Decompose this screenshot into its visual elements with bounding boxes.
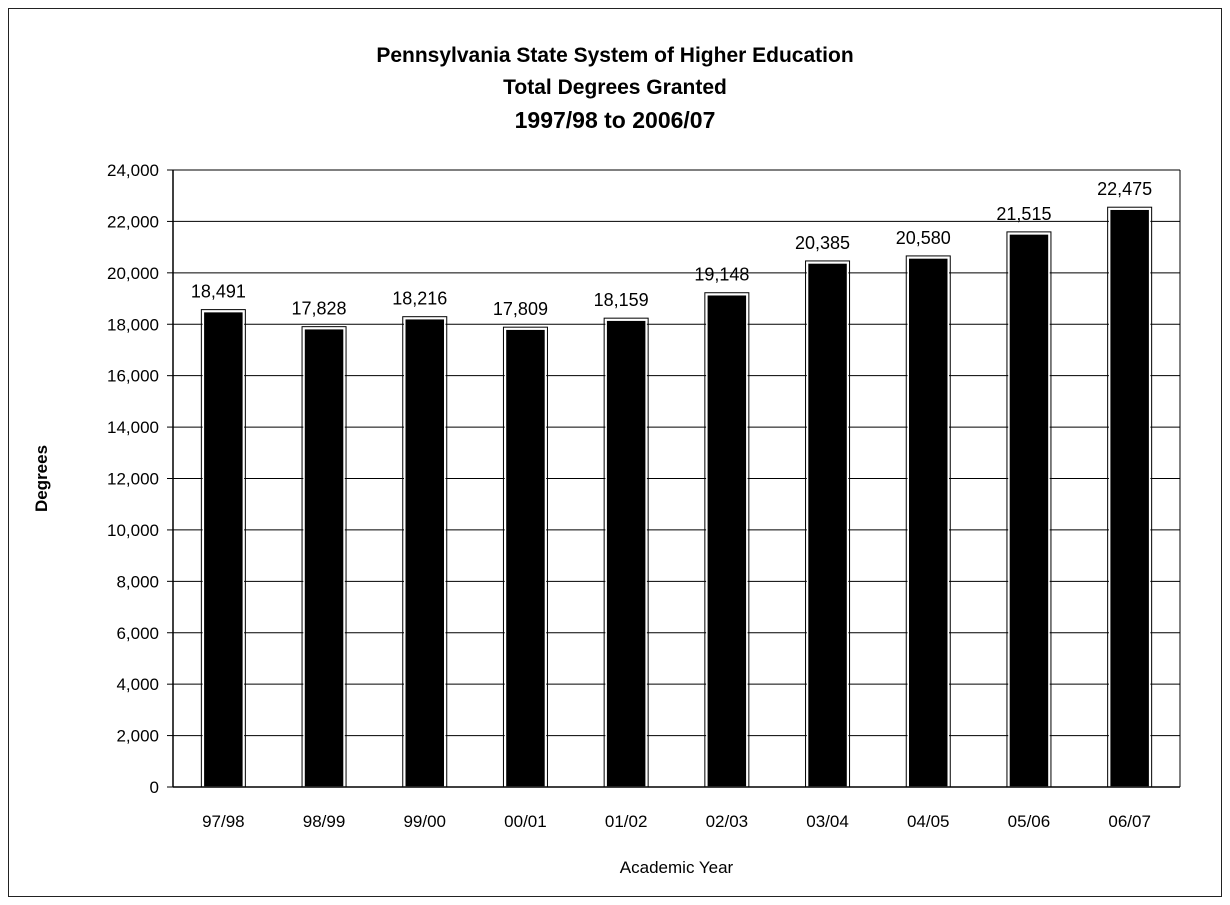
chart-subtitle-years: 1997/98 to 2006/07 xyxy=(514,107,716,133)
x-axis-title: Academic Year xyxy=(620,858,734,877)
y-tick-label: 2,000 xyxy=(116,727,159,746)
data-label: 19,148 xyxy=(694,265,749,285)
data-label: 18,216 xyxy=(392,289,447,309)
chart-titles: Pennsylvania State System of Higher Educ… xyxy=(0,40,1230,136)
y-tick-label: 8,000 xyxy=(116,572,159,591)
y-axis-title: Degrees xyxy=(32,445,51,512)
data-label: 20,385 xyxy=(795,233,850,253)
y-tick-label: 18,000 xyxy=(107,315,159,334)
y-tick-label: 14,000 xyxy=(107,418,159,437)
chart-title: Pennsylvania State System of Higher Educ… xyxy=(376,44,854,67)
bar xyxy=(1108,208,1151,788)
y-tick-label: 10,000 xyxy=(107,521,159,540)
y-tick-label: 24,000 xyxy=(107,161,159,180)
data-label: 18,491 xyxy=(191,282,246,302)
x-tick-label: 00/01 xyxy=(504,812,547,831)
data-label: 21,515 xyxy=(996,204,1051,224)
bar xyxy=(907,257,949,788)
x-tick-label: 98/99 xyxy=(303,812,346,831)
y-tick-labels: 0 2,000 4,000 6,000 8,000 10,000 12,000 14,000 1… xyxy=(107,161,159,797)
y-tick-label: 22,000 xyxy=(107,212,159,231)
y-tick-label: 6,000 xyxy=(116,624,159,643)
bar xyxy=(806,262,849,788)
y-tick-label: 16,000 xyxy=(107,367,159,386)
data-labels: 18,491 17,828 18,216 17,809 18,159 19,148 20,3… xyxy=(191,179,1152,319)
y-tick-label: 12,000 xyxy=(107,470,159,489)
x-tick-label: 97/98 xyxy=(202,812,245,831)
bar xyxy=(706,293,748,788)
data-label: 20,580 xyxy=(896,228,951,248)
bar xyxy=(404,317,446,788)
chart-subtitle: Total Degrees Granted xyxy=(503,76,727,99)
x-tick-label: 02/03 xyxy=(706,812,749,831)
bar xyxy=(303,327,345,788)
x-tick-label: 05/06 xyxy=(1008,812,1051,831)
bar xyxy=(1008,233,1050,788)
y-tick-label: 20,000 xyxy=(107,264,159,283)
x-tick-label: 04/05 xyxy=(907,812,950,831)
x-tick-label: 99/00 xyxy=(403,812,446,831)
y-tick-label: 0 xyxy=(150,778,159,797)
bar xyxy=(605,319,647,788)
data-label: 22,475 xyxy=(1097,179,1152,199)
x-tick-label: 01/02 xyxy=(605,812,648,831)
bars xyxy=(200,206,1153,788)
data-label: 17,828 xyxy=(292,299,347,319)
bar xyxy=(504,328,547,788)
x-tick-label: 06/07 xyxy=(1108,812,1151,831)
data-label: 17,809 xyxy=(493,299,548,319)
axes xyxy=(172,169,1181,788)
data-label: 18,159 xyxy=(594,290,649,310)
y-tick-label: 4,000 xyxy=(116,675,159,694)
bar xyxy=(202,310,245,788)
x-tick-labels: 97/98 98/99 99/00 00/01 01/02 02/03 03/04 04/05… xyxy=(202,812,1151,831)
x-tick-label: 03/04 xyxy=(806,812,849,831)
